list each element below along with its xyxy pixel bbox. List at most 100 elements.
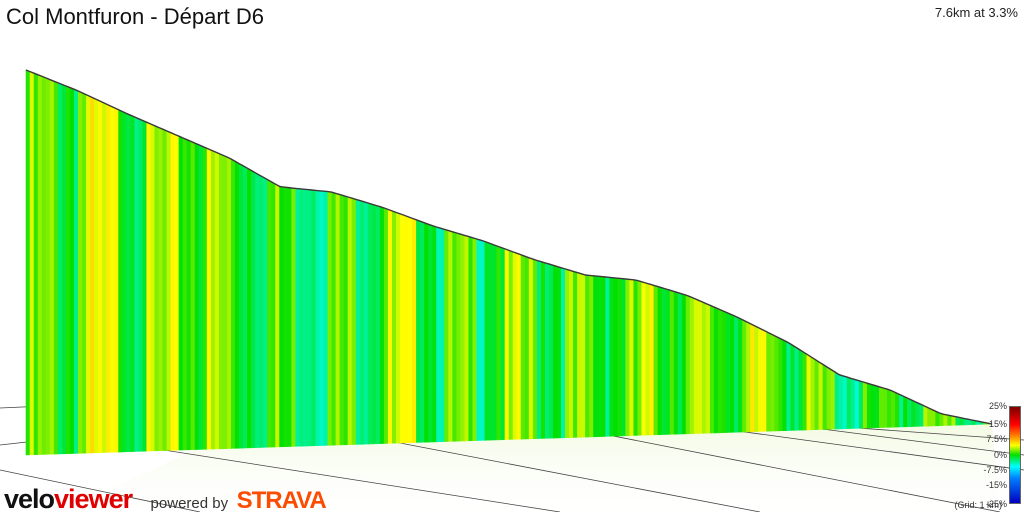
profile-strip [102, 101, 107, 453]
profile-strip [850, 377, 856, 429]
profile-strip [722, 310, 727, 433]
profile-strip [198, 144, 204, 450]
legend-tick: 15% [988, 419, 1007, 429]
profile-strip [379, 206, 385, 444]
profile-strip [138, 118, 144, 452]
legend-tick: 25% [988, 401, 1007, 411]
profile-strip [677, 292, 683, 435]
profile-strip [162, 128, 168, 451]
profile-strip [436, 226, 441, 443]
profile-strip [74, 88, 79, 454]
profile-strip [158, 127, 164, 452]
profile-strip [641, 281, 647, 436]
profile-strip [842, 375, 848, 430]
profile-strip [629, 279, 635, 436]
profile-strip [915, 401, 920, 427]
profile-wall [25, 69, 993, 456]
profile-strip [218, 153, 224, 450]
profile-strip [669, 289, 675, 435]
profile-strip [404, 214, 409, 444]
profile-strip [287, 187, 292, 447]
profile-strip [271, 181, 276, 448]
profile-strip [251, 169, 256, 449]
profile-strip [86, 94, 91, 454]
profile-strip [484, 241, 490, 441]
legend-tick: 0% [993, 450, 1007, 460]
profile-strip [496, 245, 502, 441]
powered-by-text: powered by [150, 495, 229, 512]
profile-strip [569, 269, 574, 438]
profile-strip [617, 277, 623, 437]
profile-strip [726, 311, 731, 433]
grid-line [0, 469, 201, 512]
profile-strip [146, 121, 152, 452]
profile-strip [315, 190, 321, 447]
profile-strip [770, 333, 775, 432]
profile-strip [170, 132, 176, 451]
profile-strip [61, 84, 67, 455]
profile-strip [565, 268, 570, 439]
profile-strip [806, 353, 812, 431]
profile-strip [65, 85, 71, 455]
profile-strip [730, 313, 735, 433]
profile-strip [520, 254, 526, 440]
profile-strip [782, 339, 788, 432]
profile-strip [661, 287, 667, 435]
profile-strip [709, 304, 715, 434]
profile-strip [279, 186, 284, 448]
profile-strip [778, 337, 784, 432]
profile-strip [291, 187, 296, 447]
profile-strip [98, 99, 103, 453]
profile-strip [468, 236, 474, 442]
profile-strip [685, 294, 691, 435]
profile-strip [331, 191, 337, 446]
profile-strip [895, 392, 900, 428]
profile-strip [633, 279, 639, 436]
profile-strip [581, 273, 586, 438]
gradient-color-bar [1009, 406, 1021, 504]
profile-strip [130, 114, 135, 452]
profile-strip [452, 231, 457, 442]
profile-strip [122, 111, 127, 453]
profile-strip [593, 275, 598, 438]
profile-strip [516, 252, 522, 440]
veloviewer-logo-velo[interactable]: velo [4, 484, 55, 514]
profile-strip [512, 251, 518, 440]
profile-top-outline [25, 69, 993, 425]
profile-strip [460, 233, 466, 442]
profile-strip [504, 248, 510, 440]
profile-strip [375, 205, 381, 445]
profile-strip [878, 386, 884, 428]
profile-strip [222, 154, 228, 449]
grid-line [99, 439, 561, 512]
profile-strip [323, 190, 329, 446]
profile-strip [243, 165, 248, 449]
profile-strip [657, 286, 663, 436]
profile-strip [37, 74, 43, 455]
profile-strip [420, 220, 425, 443]
profile-strip [750, 323, 755, 433]
profile-strip [605, 276, 610, 437]
chart-title: Col Montfuron - Départ D6 [6, 4, 264, 29]
legend-tick: 7.5% [986, 434, 1007, 444]
profile-strip [456, 232, 462, 442]
profile-strip [874, 385, 880, 429]
profile-strip [371, 203, 377, 445]
profile-strip [548, 263, 554, 439]
profile-strip [367, 202, 373, 445]
profile-strip [653, 285, 659, 436]
profile-strip [255, 172, 260, 448]
profile-strip [319, 190, 325, 446]
profile-strip [923, 405, 928, 427]
profile-strip [786, 341, 792, 431]
profile-strip [230, 158, 236, 449]
profile-strip [106, 103, 111, 453]
strava-logo[interactable]: STRAVA [236, 487, 327, 514]
veloviewer-logo-viewer[interactable]: viewer [54, 484, 133, 514]
profile-strip [432, 225, 437, 443]
profile-strip [492, 244, 498, 441]
profile-strip [927, 407, 932, 427]
profile-strip [118, 109, 123, 453]
profile-strip [637, 280, 643, 436]
